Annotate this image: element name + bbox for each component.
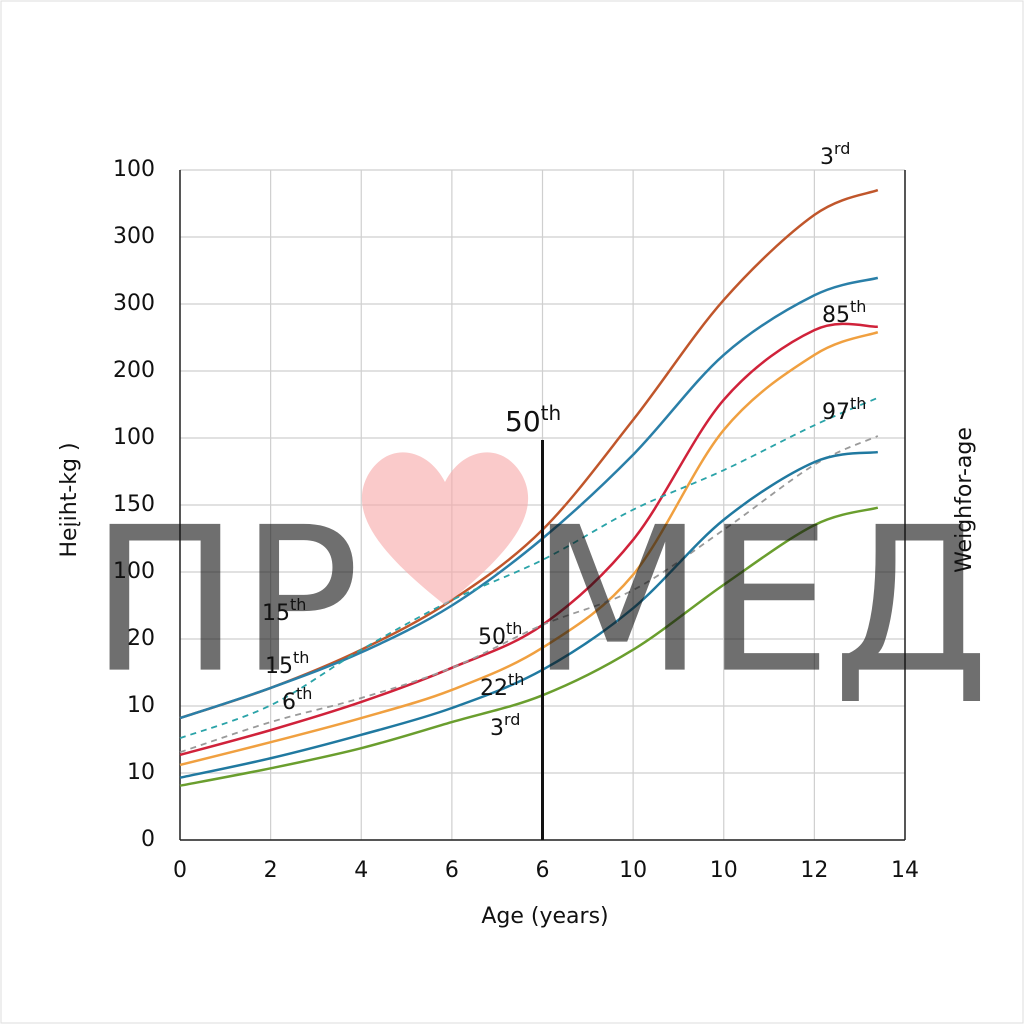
series-line (179, 322, 878, 757)
y-axis-title: Heįiht-kg ) (57, 442, 82, 557)
y2-axis-title: Weighfor-age (952, 427, 977, 573)
series-line (179, 450, 879, 779)
x-tick-label: 6 (536, 858, 550, 883)
percentile-label: 85th (822, 297, 866, 329)
label-number: 97 (822, 400, 850, 425)
y-tick-label: 300 (113, 224, 155, 249)
percentile-label: 97th (822, 394, 866, 426)
label-number: 15 (265, 654, 293, 679)
y-tick-label: 100 (113, 425, 155, 450)
y-tick-label: 0 (141, 827, 155, 852)
label-suffix: th (850, 297, 866, 316)
y-tick-label: 100 (113, 559, 155, 584)
y-tick-label: 150 (113, 492, 155, 517)
label-suffix: th (293, 648, 309, 667)
label-suffix: th (290, 595, 306, 614)
watermark: ПР (90, 485, 360, 718)
label-number: 22 (480, 676, 508, 701)
percentile-label: 6th (282, 684, 312, 716)
watermark: МЕД (530, 485, 990, 718)
label-number: 15 (262, 601, 290, 626)
x-tick-label: 6 (445, 858, 459, 883)
label-number: 3 (820, 145, 834, 170)
label-suffix: th (296, 684, 312, 703)
y-tick-label: 20 (127, 626, 155, 651)
percentile-label: 50th (505, 401, 561, 439)
label-suffix: th (850, 394, 866, 413)
series-line (179, 330, 879, 767)
y-tick-label: 200 (113, 358, 155, 383)
x-tick-label: 2 (264, 858, 278, 883)
y-tick-label: 10 (127, 760, 155, 785)
label-suffix: th (508, 670, 524, 689)
watermark-heart (361, 452, 529, 605)
x-axis-title: Age (years) (481, 904, 608, 929)
x-tick-label: 0 (173, 858, 187, 883)
x-tick-label: 14 (891, 858, 919, 883)
x-tick-label: 12 (800, 858, 828, 883)
x-tick-label: 10 (619, 858, 647, 883)
label-suffix: th (506, 619, 522, 638)
label-number: 6 (282, 690, 296, 715)
x-tick-label: 4 (354, 858, 368, 883)
percentile-label: 3rd (490, 710, 520, 742)
y-tick-label: 10 (127, 693, 155, 718)
y-tick-label: 300 (113, 291, 155, 316)
percentile-label: 50th (478, 619, 522, 651)
percentile-label: 22th (480, 670, 524, 702)
label-number: 50 (505, 405, 541, 438)
x-tick-label: 10 (710, 858, 738, 883)
label-suffix: th (541, 401, 562, 425)
percentile-label: 15th (265, 648, 309, 680)
label-number: 50 (478, 625, 506, 650)
y-tick-label: 100 (113, 157, 155, 182)
label-suffix: rd (834, 139, 850, 158)
label-number: 85 (822, 303, 850, 328)
percentile-label: 3rd (820, 139, 850, 171)
label-suffix: rd (504, 710, 520, 729)
label-number: 3 (490, 716, 504, 741)
percentile-label: 15th (262, 595, 306, 627)
